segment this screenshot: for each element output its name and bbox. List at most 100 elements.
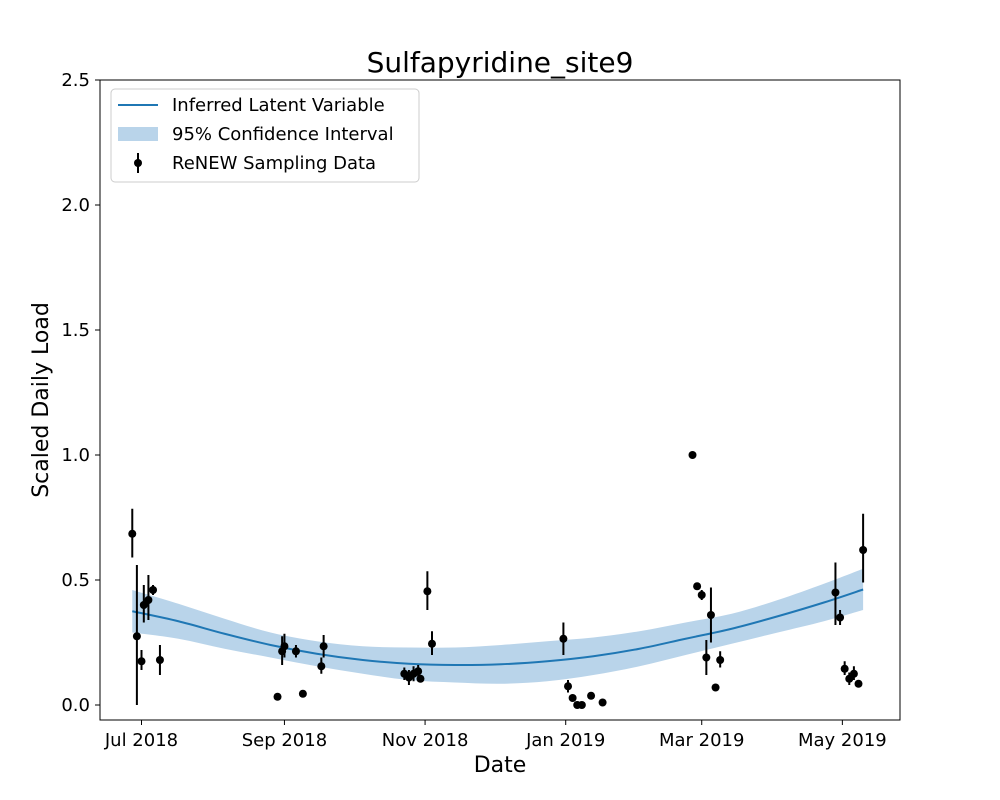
point-marker: [716, 656, 725, 664]
legend-point-swatch: [134, 153, 142, 173]
point-marker: [423, 587, 432, 596]
point-marker: [577, 701, 586, 709]
plot-frame: [99, 79, 901, 721]
legend-label-band: 95% Confidence Interval: [172, 124, 394, 145]
y-tick-label: 2.0: [61, 195, 90, 216]
chart-title: Sulfapyridine_site9: [367, 46, 634, 79]
data-point: [559, 622, 568, 655]
data-point: [577, 701, 586, 709]
data-point: [854, 679, 863, 688]
x-tick-label: Nov 2018: [382, 730, 469, 751]
x-axis-label: Date: [474, 753, 527, 778]
legend-label-points: ReNEW Sampling Data: [172, 153, 376, 174]
point-marker: [298, 689, 307, 698]
y-axis-label: Scaled Daily Load: [29, 302, 54, 498]
point-marker: [137, 657, 146, 666]
legend-band-swatch: [118, 127, 158, 141]
data-point: [280, 633, 289, 658]
point-marker: [414, 667, 423, 676]
point-marker: [317, 662, 326, 671]
data-point: [716, 651, 725, 668]
point-marker: [149, 586, 158, 594]
y-tick-label: 1.5: [61, 320, 90, 341]
sampling-points: [128, 451, 868, 709]
point-marker: [568, 694, 577, 702]
data-point: [568, 694, 577, 702]
data-point: [564, 680, 573, 693]
data-point: [155, 645, 164, 675]
x-axis: Jul 2018 Sep 2018 Nov 2018 Jan 2019 Mar 2019…: [104, 720, 887, 751]
data-point: [711, 683, 720, 692]
point-marker: [273, 692, 282, 701]
data-point: [149, 585, 158, 595]
data-point: [144, 575, 153, 620]
data-point: [693, 582, 702, 591]
point-marker: [144, 596, 153, 604]
point-marker: [128, 529, 137, 538]
point-marker: [840, 664, 849, 673]
point-marker: [155, 656, 164, 664]
point-marker: [711, 683, 720, 692]
point-marker: [693, 582, 702, 591]
point-marker: [559, 634, 568, 643]
data-point: [291, 645, 300, 658]
data-point: [840, 661, 849, 675]
data-point: [319, 635, 328, 658]
data-point: [688, 451, 697, 459]
point-marker: [280, 642, 289, 651]
point-marker: [831, 588, 840, 597]
legend-label-line: Inferred Latent Variable: [172, 95, 385, 116]
data-point: [423, 571, 432, 610]
point-marker: [598, 698, 607, 707]
x-tick-label: Jan 2019: [525, 730, 605, 751]
data-point: [849, 666, 858, 680]
point-marker: [859, 546, 868, 554]
data-point: [416, 674, 425, 683]
data-point: [414, 665, 423, 677]
y-axis: 0.0 0.5 1.0 1.5 2.0 2.5: [61, 70, 100, 716]
point-marker: [132, 632, 141, 641]
data-point: [298, 689, 307, 698]
point-marker: [854, 679, 863, 688]
point-marker: [564, 682, 573, 691]
point-marker: [587, 691, 596, 700]
data-point: [836, 610, 845, 625]
point-marker: [697, 591, 706, 599]
data-point: [427, 631, 436, 655]
y-tick-label: 0.5: [61, 570, 90, 591]
data-point: [317, 657, 326, 674]
legend: Inferred Latent Variable 95% Confidence …: [110, 88, 420, 183]
data-point: [831, 562, 840, 625]
data-point: [128, 508, 137, 558]
point-marker: [836, 613, 845, 622]
x-tick-label: Mar 2019: [659, 730, 745, 751]
data-point: [137, 650, 146, 670]
point-marker: [427, 639, 436, 648]
confidence-interval-band: [132, 568, 864, 684]
y-tick-label: 2.5: [61, 70, 90, 91]
point-marker: [702, 653, 711, 662]
latent-variable-line: [132, 588, 864, 667]
data-point: [132, 565, 141, 705]
x-tick-label: Sep 2018: [242, 730, 327, 751]
data-point: [273, 692, 282, 701]
data-point: [598, 698, 607, 707]
data-point: [587, 691, 596, 700]
x-tick-label: May 2019: [798, 730, 887, 751]
point-marker: [706, 611, 715, 619]
data-point: [697, 590, 706, 600]
plot-area: [99, 79, 901, 721]
legend-box: [110, 88, 420, 183]
point-marker: [416, 674, 425, 683]
point-marker: [849, 669, 858, 678]
point-marker: [291, 647, 300, 656]
y-tick-label: 0.0: [61, 695, 90, 716]
data-point: [859, 513, 868, 583]
data-point: [702, 640, 711, 675]
x-tick-label: Jul 2018: [104, 730, 178, 751]
y-tick-label: 1.0: [61, 445, 90, 466]
point-marker: [688, 451, 697, 459]
point-marker: [319, 642, 328, 651]
data-point: [706, 587, 715, 643]
